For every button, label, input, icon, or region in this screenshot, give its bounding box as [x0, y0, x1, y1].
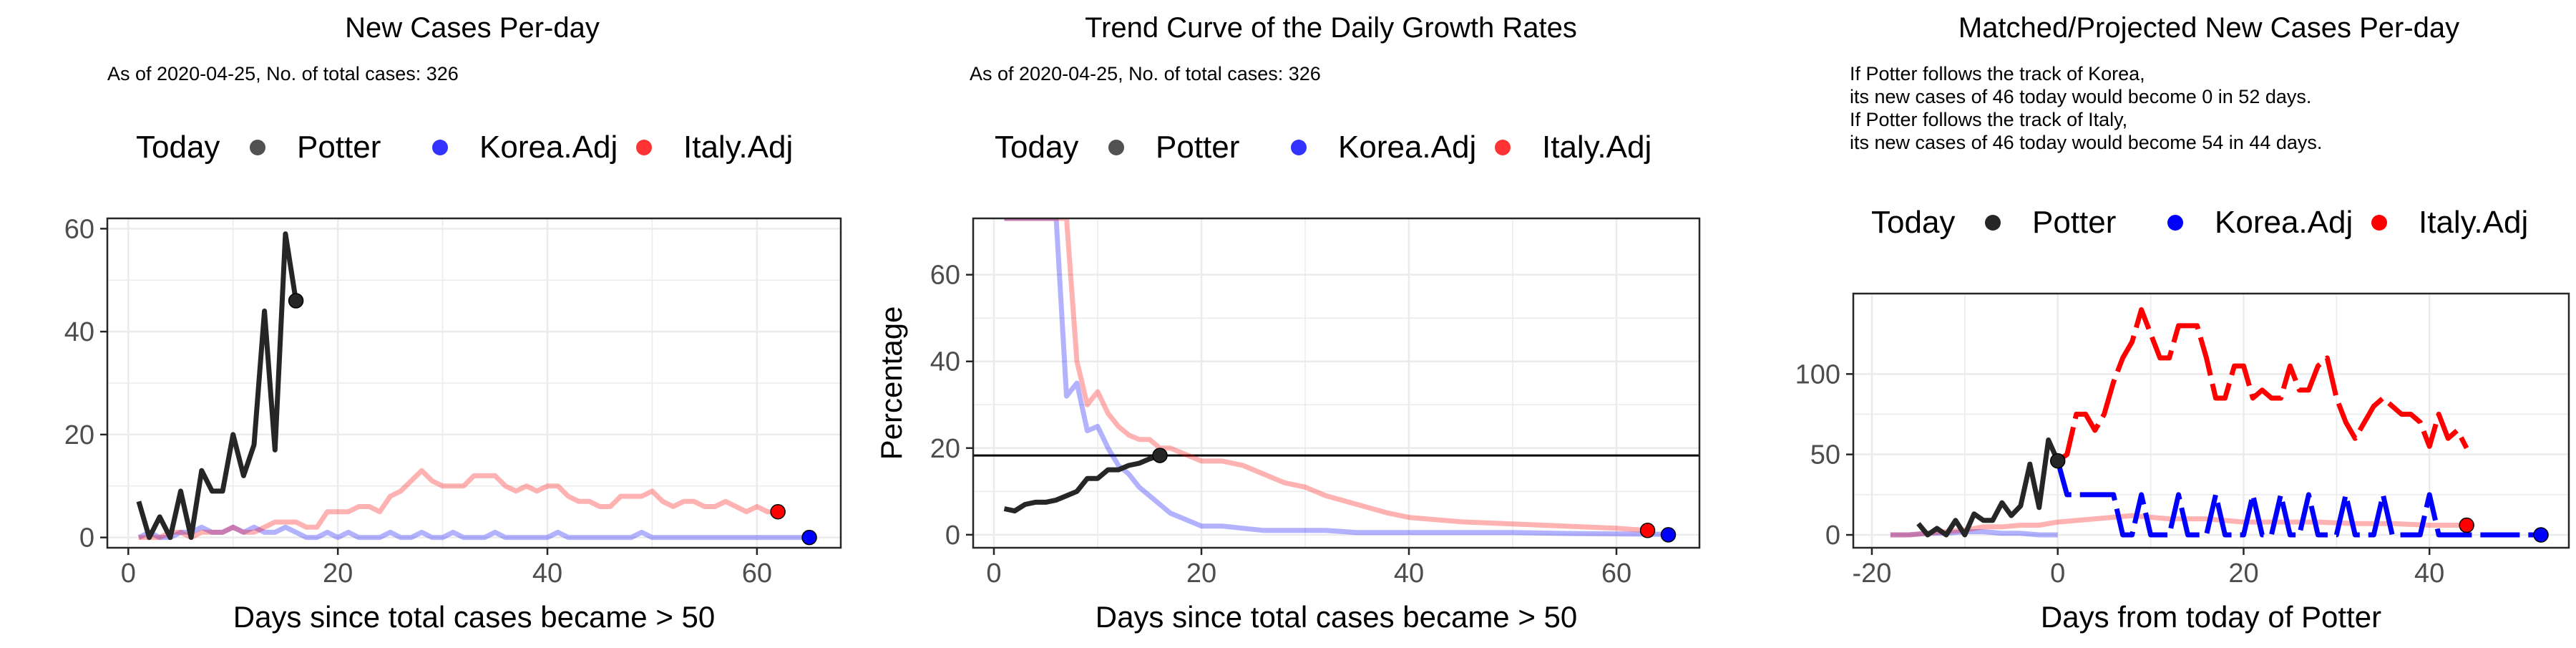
legend-title: Today: [995, 130, 1078, 165]
chart-subtitle-line: If Potter follows the track of Korea,: [1850, 63, 2145, 84]
plot-area: [136, 231, 817, 546]
chart-subtitle-line: its new cases of 46 today would become 5…: [1850, 132, 2322, 153]
legend-label-potter: Potter: [1156, 130, 1239, 165]
chart-subtitle-line: its new cases of 46 today would become 0…: [1850, 86, 2311, 107]
legend-key-potter: [1108, 140, 1124, 155]
legend-label-korea-adj: Korea.Adj: [1338, 130, 1476, 165]
y-tick-label: 60: [930, 261, 960, 291]
legend-key-korea-adj: [2167, 215, 2183, 231]
x-tick-label: -20: [1853, 558, 1892, 589]
today-point-korea-adj: [1660, 527, 1677, 543]
series-line-korea-adj-hist: [1890, 529, 2058, 538]
legend-key-korea-adj: [1291, 140, 1307, 155]
legend-key-italy-adj: [1495, 140, 1511, 155]
x-tick-label: 60: [1601, 558, 1631, 589]
plot-border: [106, 217, 842, 549]
today-point-italy-adj: [2459, 517, 2474, 533]
series-line-italy-adj-hist: [1890, 519, 2059, 538]
plot-background: [973, 218, 1699, 548]
legend-key-korea-adj: [432, 140, 448, 155]
x-tick-label: 60: [742, 558, 772, 589]
today-point-italy-adj: [770, 503, 786, 520]
y-tick-label: 40: [64, 317, 94, 347]
y-tick-label: 40: [930, 347, 960, 377]
x-tick-label: 0: [121, 558, 136, 589]
x-tick-label: 0: [986, 558, 1001, 589]
series-line-potter: [136, 231, 299, 541]
x-tick-label: 20: [1186, 558, 1216, 589]
today-point-korea-adj: [2533, 527, 2549, 543]
today-point-italy-adj: [1639, 523, 1656, 538]
chart-panel-1: New Cases Per-day As of 2020-04-25, No. o…: [64, 12, 842, 634]
legend-key-italy-adj: [2371, 215, 2387, 231]
series-line-italy-adj-low: [2057, 513, 2467, 528]
series-line-italy-adj: [138, 468, 779, 541]
y-axis-label: Percentage: [874, 306, 908, 460]
today-point-korea-adj: [801, 529, 817, 546]
chart-panel-2: Trend Curve of the Daily Growth Rates As …: [874, 12, 1701, 634]
chart-title: Trend Curve of the Daily Growth Rates: [1085, 12, 1577, 44]
series-line-potter: [1916, 437, 2060, 538]
legend-key-potter: [250, 140, 265, 155]
legend-label-italy-adj: Italy.Adj: [2419, 205, 2528, 240]
legend-key-italy-adj: [636, 140, 652, 155]
chart-panel-3: Matched/Projected New Cases Per-day If Po…: [1795, 12, 2570, 634]
chart-subtitle-line: As of 2020-04-25, No. of total cases: 32…: [107, 63, 459, 84]
chart-title: Matched/Projected New Cases Per-day: [1958, 12, 2459, 44]
today-point-potter: [1152, 448, 1168, 463]
series-line-korea-adj: [137, 524, 810, 541]
y-tick-label: 60: [64, 214, 94, 244]
chart-subtitle-line: As of 2020-04-25, No. of total cases: 32…: [970, 63, 1321, 84]
x-axis-label: Days from today of Potter: [2041, 600, 2381, 634]
y-tick-label: 50: [1810, 440, 1840, 470]
y-tick-label: 0: [79, 523, 94, 553]
legend-title: Today: [136, 130, 220, 165]
legend-label-potter: Potter: [2032, 205, 2116, 240]
legend-label-korea-adj: Korea.Adj: [2215, 205, 2353, 240]
x-axis-label: Days since total cases became > 50: [1096, 600, 1578, 634]
legend: Today Potter Korea.Adj Italy.Adj: [995, 130, 1652, 165]
x-tick-label: 40: [532, 558, 562, 589]
series-line-korea-adj: [1004, 218, 1669, 537]
y-tick-label: 20: [930, 434, 960, 464]
plot-area: [1890, 307, 2549, 543]
legend-key-potter: [1985, 215, 2001, 231]
x-tick-label: 0: [2050, 558, 2065, 589]
series-line-potter: [1003, 453, 1161, 514]
series-line-italy-adj: [1004, 218, 1648, 533]
y-tick-label: 20: [64, 420, 94, 450]
x-axis-label: Days since total cases became > 50: [233, 600, 716, 634]
legend: Today Potter Korea.Adj Italy.Adj: [136, 130, 793, 165]
chart-subtitle-line: If Potter follows the track of Italy,: [1850, 109, 2127, 130]
x-tick-label: 40: [1394, 558, 1424, 589]
y-tick-label: 0: [945, 521, 960, 551]
x-tick-label: 20: [323, 558, 353, 589]
legend-label-korea-adj: Korea.Adj: [479, 130, 618, 165]
legend-label-italy-adj: Italy.Adj: [683, 130, 793, 165]
series-line-italy-adj: [2056, 307, 2469, 463]
x-tick-label: 40: [2414, 558, 2444, 589]
legend-title: Today: [1871, 205, 1955, 240]
y-tick-label: 0: [1825, 521, 1840, 551]
legend-label-potter: Potter: [297, 130, 381, 165]
legend-label-italy-adj: Italy.Adj: [1542, 130, 1652, 165]
x-tick-label: 20: [2228, 558, 2258, 589]
y-tick-label: 100: [1795, 359, 1840, 390]
plot-border: [972, 217, 1701, 549]
today-point-potter: [288, 293, 304, 309]
series-line-korea-adj: [2055, 460, 2541, 538]
plot-border: [1852, 292, 2570, 549]
legend: Today Potter Korea.Adj Italy.Adj: [1871, 205, 2528, 240]
today-point-potter: [2049, 453, 2066, 469]
chart-title: New Cases Per-day: [345, 12, 600, 44]
plot-area: [973, 218, 1699, 543]
